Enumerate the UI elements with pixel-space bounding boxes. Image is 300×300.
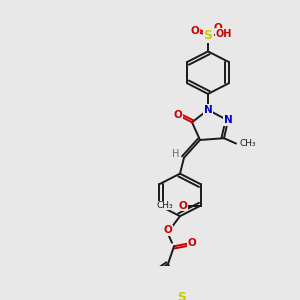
Text: O: O: [174, 110, 182, 120]
Text: O: O: [164, 225, 172, 235]
Text: N: N: [224, 116, 232, 125]
Text: S: S: [178, 291, 187, 300]
Text: CH₃: CH₃: [240, 139, 256, 148]
Text: O: O: [178, 200, 187, 211]
Text: O: O: [214, 23, 222, 33]
Text: OH: OH: [216, 29, 232, 39]
Text: O: O: [190, 26, 200, 36]
Text: H: H: [172, 149, 180, 159]
Text: O: O: [188, 238, 196, 248]
Text: N: N: [204, 105, 212, 115]
Text: S: S: [203, 29, 212, 42]
Text: CH₃: CH₃: [157, 201, 173, 210]
